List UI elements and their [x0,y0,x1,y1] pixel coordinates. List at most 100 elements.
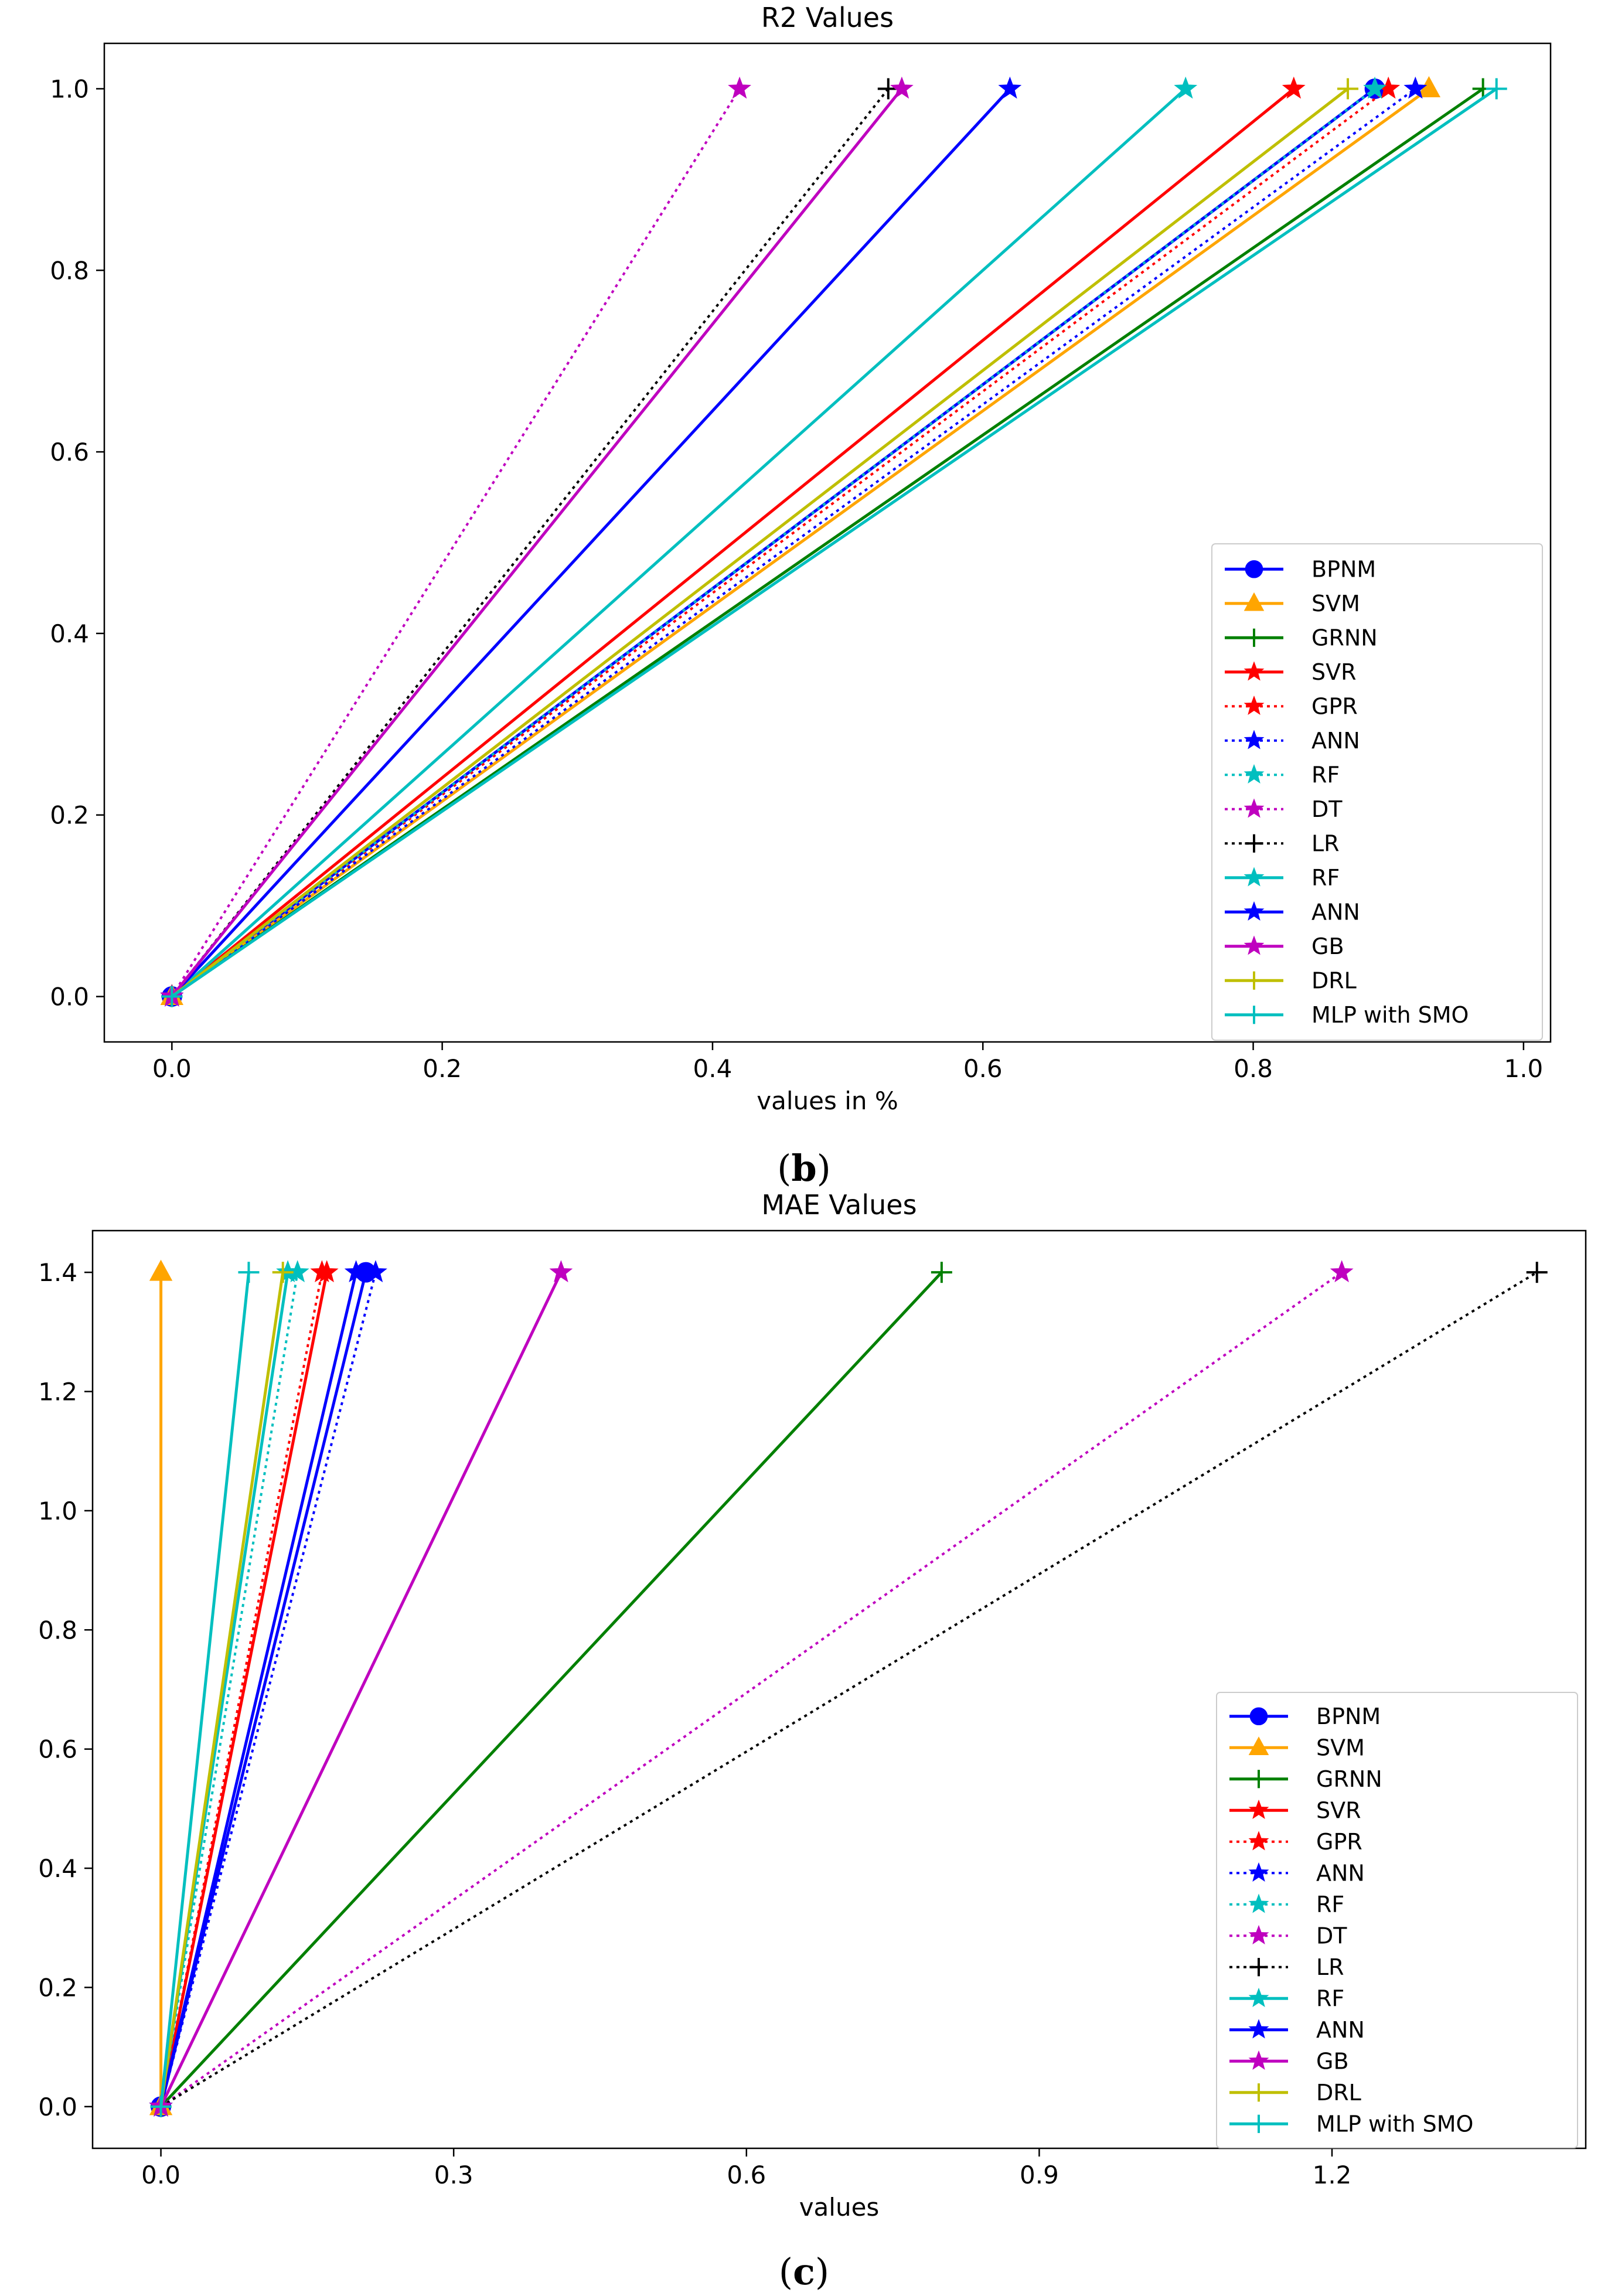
legend-marker [1248,1893,1269,1913]
legend-marker [1249,1770,1268,1789]
series-rf [160,76,1198,1007]
legend-marker [1249,1707,1268,1726]
legend-marker [1244,592,1265,611]
x-tick-label: 0.0 [141,2161,180,2189]
legend-item: ANN [1229,2017,1365,2043]
series-drl [161,78,1359,1007]
legend-item: RF [1229,1892,1344,1917]
y-tick-label: 0.0 [50,983,89,1011]
legend-label: BPNM [1316,1704,1381,1729]
series-svr [160,76,1306,1007]
x-tick-label: 0.6 [963,1054,1003,1083]
series-dt [149,1260,1354,2117]
chart-0: R2 Values 0.0 0.2 0.4 0.6 0.8 1.0 0.0 0.2 0.4 0.6 0… [50,2,1552,1190]
series-ann [149,1260,368,2117]
legend-item: DT [1225,796,1343,822]
legend-item: MLP with SMO [1225,1002,1469,1028]
legend-item: GB [1229,2048,1349,2074]
legend-item: SVR [1225,659,1357,685]
series-line [171,87,1011,998]
legend-item: GRNN [1225,625,1378,650]
data-point [272,1262,294,1283]
series-ann [160,76,1022,1007]
data-point [1403,76,1428,99]
legend-marker [1248,1862,1269,1882]
legend-marker [1245,834,1263,853]
chart-1: MAE Values 0.0 0.3 0.6 0.9 1.2 0.0 0.2 0.4 0.6 0.8… [38,1189,1587,2293]
data-point [150,2096,172,2117]
legend-label: GB [1311,934,1344,959]
axes-frame [91,1229,1587,2149]
series-line [159,1272,377,2107]
legend-label: DRL [1316,2080,1361,2106]
legend-item: DRL [1229,2080,1361,2106]
legend-item: GPR [1229,1829,1362,1855]
legend-marker [1244,661,1265,681]
legend-marker [1248,1924,1269,1945]
legend-item: RF [1225,865,1340,891]
series-line [171,87,1187,998]
legend-marker [1249,2114,1268,2133]
legend-marker [1245,628,1263,647]
legend-marker [1248,2019,1269,2039]
data-point [1337,78,1359,100]
y-tick-label: 1.4 [38,1258,77,1287]
legend-item: DRL [1225,968,1357,993]
caption-close: ) [817,1147,831,1190]
legend-item: SVM [1229,1735,1365,1760]
legend-item: SVM [1225,591,1360,616]
legend-marker [1245,971,1263,990]
legend-label: DRL [1311,968,1357,993]
series-line [160,1271,1343,2108]
series-line [159,1272,285,2107]
legend-label: MLP with SMO [1316,2111,1473,2137]
legend-label: SVM [1316,1735,1365,1760]
legend-marker [1244,901,1265,921]
series-line [171,87,1376,998]
series-line [171,87,903,998]
series-svm [149,1259,173,2116]
x-axis-label: values [799,2193,880,2222]
series-line [160,1271,1538,2108]
data-point [238,1262,260,1283]
x-tick-label: 1.2 [1313,2161,1352,2189]
legend-marker [1249,1958,1268,1977]
series-line [159,1272,299,2107]
legend-marker [1245,560,1263,578]
series-line [171,87,1349,998]
legend-item: LR [1225,830,1340,856]
data-point [1486,78,1507,100]
legend-item: DT [1229,1923,1347,1948]
series-line [159,1272,250,2107]
chart-title: R2 Values [761,2,894,33]
x-tick-label: 0.6 [727,2161,766,2189]
caption-open: ( [779,2250,793,2293]
series-line [159,1272,358,2107]
legend-marker [1248,2050,1269,2070]
data-point [1282,76,1306,99]
y-tick-label: 1.0 [38,1497,77,1525]
caption-close: ) [815,2250,829,2293]
x-tick-label: 0.0 [152,1054,192,1083]
legend-item: MLP with SMO [1229,2111,1473,2137]
legend-marker [1248,1736,1269,1755]
legend-item: BPNM [1229,1704,1381,1729]
legend-item: RF [1229,1985,1344,2011]
figure-caption: (c) [779,2250,829,2293]
legend-label: RF [1316,1892,1344,1917]
y-tick-label: 0.8 [50,256,89,285]
x-tick-label: 0.8 [1234,1054,1273,1083]
legend-label: ANN [1311,899,1360,925]
y-tick-label: 0.0 [38,2093,77,2121]
x-axis-label: values in % [757,1086,898,1115]
legend-label: RF [1311,865,1340,891]
x-tick-label: 0.4 [693,1054,733,1083]
data-point [1330,1260,1354,1283]
series-line [171,88,890,997]
data-point [161,986,183,1007]
legend-marker [1249,2083,1268,2102]
axes-frame [103,42,1552,1043]
legend-marker [1248,1799,1269,1820]
legend-label: DT [1316,1923,1347,1948]
